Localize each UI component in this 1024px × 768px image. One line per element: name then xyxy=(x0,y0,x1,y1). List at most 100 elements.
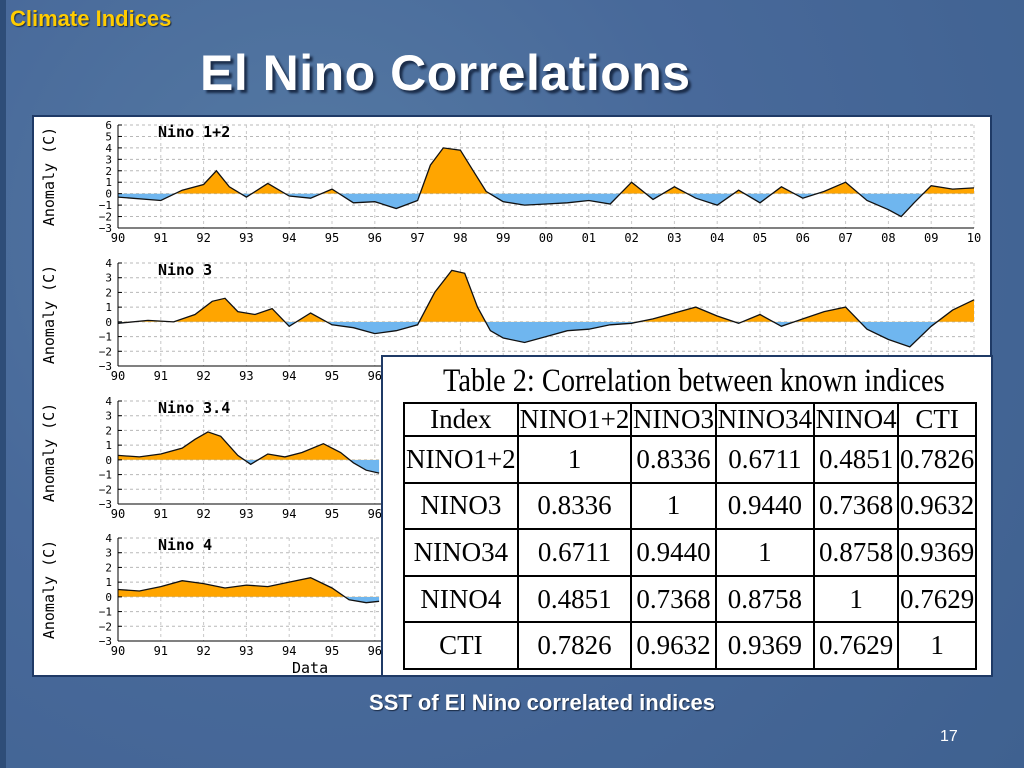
y-tick-label: 5 xyxy=(105,130,112,143)
x-tick-label: 95 xyxy=(325,369,339,383)
table-cell: 0.7629 xyxy=(897,574,977,624)
anomaly-line xyxy=(117,577,380,604)
table-cell: 0.8758 xyxy=(714,574,815,624)
x-tick-label: 90 xyxy=(111,231,125,245)
y-tick-label: 4 xyxy=(105,395,112,408)
positive-anomaly-area xyxy=(118,431,380,460)
x-tick-label: 00 xyxy=(539,231,553,245)
y-tick-label: 1 xyxy=(105,176,112,189)
y-tick-label: 1 xyxy=(105,439,112,452)
page-number: 17 xyxy=(940,728,958,745)
sst-panel-2: 4 32 1 0 −1−2 −390 91 92 93 94 95 96 Anomaly (C) Nino… xyxy=(40,257,975,383)
x-tick-label: 91 xyxy=(154,369,168,383)
y-tick-label: −1 xyxy=(99,331,112,344)
table-row: NINO4 0.4851 0.7368 0.8758 1 0.7629 xyxy=(403,574,977,624)
panel-title: Nino 1+2 xyxy=(158,123,230,141)
y-tick-label: 3 xyxy=(105,272,112,285)
x-tick-label: 96 xyxy=(368,231,382,245)
y-tick-label: 0 xyxy=(105,316,112,329)
x-tick-label: 90 xyxy=(111,644,125,658)
y-tick-label: 3 xyxy=(105,153,112,166)
table-cell: 0.8758 xyxy=(812,528,900,577)
x-tick-label: 06 xyxy=(796,231,810,245)
x-tick-label: 07 xyxy=(838,231,852,245)
y-tick-label: −1 xyxy=(99,606,112,619)
x-tick-label: 91 xyxy=(154,507,168,521)
table-cell: 1 xyxy=(630,481,717,531)
y-axis-label: Anomaly (C) xyxy=(40,127,58,226)
x-tick-label: 92 xyxy=(196,369,210,383)
y-tick-label: 2 xyxy=(105,286,112,299)
slide-title: El Nino Correlations xyxy=(200,45,691,101)
positive-anomaly-area xyxy=(118,270,974,322)
y-tick-label: 0 xyxy=(105,454,112,467)
y-tick-label: 1 xyxy=(105,576,112,589)
y-tick-label: 1 xyxy=(105,301,112,314)
positive-anomaly-area xyxy=(118,577,380,597)
negative-anomaly-area xyxy=(118,193,974,217)
table-cell: 1 xyxy=(714,528,815,577)
x-tick-label: 96 xyxy=(368,507,382,521)
table-cell: 1 xyxy=(812,574,900,624)
table-cell: 0.4851 xyxy=(812,435,900,484)
x-tick-label: 92 xyxy=(196,507,210,521)
x-tick-label: 92 xyxy=(196,644,210,658)
x-tick-label: 95 xyxy=(325,644,339,658)
x-tick-label: 91 xyxy=(154,644,168,658)
table-cell: 0.9440 xyxy=(714,481,815,531)
y-tick-label: 0 xyxy=(105,591,112,604)
table-row: NINO34 0.6711 0.9440 1 0.8758 0.9369 xyxy=(403,528,977,577)
table-cell: 0.4851 xyxy=(516,574,633,624)
table-cell: NINO34 xyxy=(403,528,519,577)
table-row: NINO3 0.8336 1 0.9440 0.7368 0.9632 xyxy=(403,481,977,531)
y-tick-label: 4 xyxy=(105,142,112,155)
x-axis-label: Data xyxy=(292,659,328,677)
table-row: NINO1+2 1 0.8336 0.6711 0.4851 0.7826 xyxy=(403,435,977,484)
table-cell: CTI xyxy=(403,621,519,670)
anomaly-line xyxy=(117,431,380,474)
header-cell: NINO4 xyxy=(812,402,900,437)
header-cell: NINO1+2 xyxy=(516,402,633,437)
header-cell: NINO34 xyxy=(714,402,815,437)
y-tick-label: 2 xyxy=(105,561,112,574)
table-cell: 0.7368 xyxy=(812,481,900,531)
x-tick-label: 03 xyxy=(667,231,681,245)
y-axis-label: Anomaly (C) xyxy=(40,403,58,502)
panel-title: Nino 3.4 xyxy=(158,399,230,417)
x-tick-label: 99 xyxy=(496,231,510,245)
correlation-table: Index NINO1+2 NINO3 NINO34 NINO4 CTI NIN… xyxy=(403,402,977,670)
negative-anomaly-area xyxy=(118,321,938,347)
table-cell: 0.8336 xyxy=(630,435,717,484)
x-tick-label: 90 xyxy=(111,369,125,383)
figure-caption: SST of El Nino correlated indices xyxy=(369,690,715,715)
section-label: Climate Indices xyxy=(10,6,172,31)
panel-title: Nino 4 xyxy=(158,536,212,554)
x-tick-label: 94 xyxy=(282,369,296,383)
x-tick-label: 96 xyxy=(368,369,382,383)
y-tick-label: 3 xyxy=(105,410,112,423)
negative-anomaly-area xyxy=(244,459,380,474)
x-tick-label: 10 xyxy=(967,231,981,245)
panel-title: Nino 3 xyxy=(158,261,212,279)
y-tick-label: −2 xyxy=(99,345,112,358)
y-tick-label: 2 xyxy=(105,424,112,437)
x-tick-label: 93 xyxy=(239,644,253,658)
x-tick-label: 08 xyxy=(881,231,895,245)
x-tick-label: 02 xyxy=(624,231,638,245)
table-row: CTI 0.7826 0.9632 0.9369 0.7629 1 xyxy=(403,621,977,670)
table-cell: 0.6711 xyxy=(714,435,815,484)
x-tick-label: 97 xyxy=(410,231,424,245)
y-tick-label: −3 xyxy=(99,360,112,373)
x-tick-label: 92 xyxy=(196,231,210,245)
x-tick-label: 05 xyxy=(753,231,767,245)
header-cell: CTI xyxy=(897,402,977,437)
table-cell: 0.7826 xyxy=(516,621,633,670)
table-title: Table 2: Correlation between known indic… xyxy=(443,363,945,399)
table-cell: NINO4 xyxy=(403,574,519,624)
x-tick-label: 95 xyxy=(325,507,339,521)
y-tick-label: −2 xyxy=(99,211,112,224)
table-cell: 0.6711 xyxy=(516,528,633,577)
y-tick-label: −2 xyxy=(99,620,112,633)
table-cell: NINO3 xyxy=(403,481,519,531)
